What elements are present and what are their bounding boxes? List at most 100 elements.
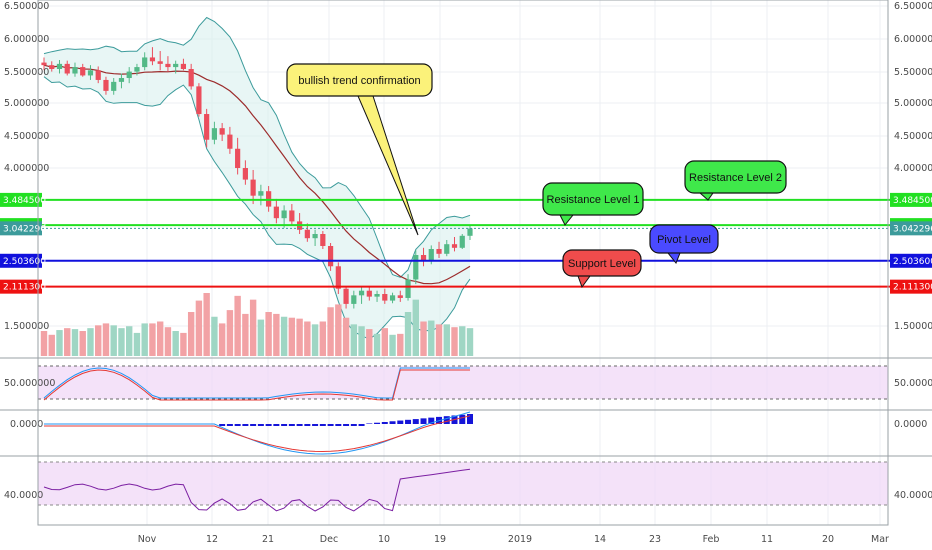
level-label-right-bg (890, 221, 932, 236)
candle-body (405, 279, 411, 298)
volume-bar (443, 324, 450, 356)
volume-bar (40, 331, 48, 356)
x-tick-label: 12 (206, 534, 218, 545)
y-tick-label-right: 6.500000 (894, 1, 932, 12)
macd-hist-bar (420, 418, 427, 424)
level-label-right: 2.503600 (893, 257, 932, 267)
macd-hist-bar (335, 424, 342, 426)
volume-bar (249, 299, 257, 356)
y-tick-label-right: 4.000000 (894, 163, 932, 174)
volume-bar (296, 318, 303, 356)
level-label-left-bg (0, 253, 42, 268)
x-tick-label: 10 (378, 534, 390, 545)
volume-bar (126, 326, 133, 356)
candlesticks (41, 47, 473, 309)
level-label-right: 3.484500 (893, 196, 932, 206)
level-label-left: 3.042296 (3, 224, 46, 234)
volume-bar (335, 304, 342, 356)
macd-hist-bar (281, 424, 288, 426)
volume-bar (397, 333, 404, 356)
candle-body (204, 114, 210, 140)
level-label-left-bg (0, 279, 42, 294)
callout-pointer (357, 95, 419, 236)
y-tick-label-left: 4.500000 (4, 131, 49, 142)
volume-bar (412, 299, 419, 356)
candle-body (343, 288, 349, 304)
volume-bar (226, 310, 234, 356)
x-tick-label: 2019 (508, 534, 532, 545)
y-tick-label-right: 1.500000 (894, 321, 932, 332)
volume-bar (71, 329, 79, 356)
rsi-line (43, 468, 471, 512)
macd-hist-bar (296, 424, 303, 426)
candle-body (196, 86, 202, 115)
candle-body (374, 294, 380, 297)
volume-bar (102, 323, 110, 356)
candle-body (444, 244, 450, 254)
macd-hist-bar (273, 424, 280, 426)
macd-hist-bar (397, 420, 404, 424)
y-tick-label-left: 4.000000 (4, 163, 49, 174)
volume-bar (389, 334, 396, 356)
candle-body (142, 57, 148, 68)
x-tick-label: Mar (871, 534, 889, 545)
macd-hist-bar (428, 417, 435, 424)
volume-bar (257, 319, 265, 356)
macd-hist-bar (250, 424, 257, 426)
volume-bar (265, 312, 272, 356)
volume-bar (64, 328, 71, 356)
candle-body (451, 244, 458, 248)
volume-bar (242, 313, 249, 356)
volume-bar (304, 321, 311, 356)
volume-bar (381, 328, 388, 356)
candle-body (459, 235, 465, 248)
candle-body (436, 249, 442, 254)
candle-body (250, 179, 256, 196)
volume-bar (110, 325, 117, 356)
volume-bar (342, 317, 350, 356)
macd-hist-bar (405, 419, 412, 424)
candle-body (327, 246, 334, 267)
y-tick-label-left: 6.000000 (4, 34, 49, 45)
volume-bar (420, 321, 427, 356)
macd-hist-bar (304, 424, 311, 426)
level-label-right-bg (890, 253, 932, 268)
macd-hist-bar (288, 424, 295, 426)
candle-body (188, 69, 194, 87)
macd-hist-bar (374, 422, 381, 424)
volume-bar (141, 323, 148, 356)
callout-box (649, 224, 719, 254)
macd-hist-bar (257, 424, 264, 426)
y-tick-label-left: 5.500000 (4, 67, 49, 78)
volume-bar (280, 316, 288, 356)
candle-body (312, 234, 318, 239)
volume-bar (79, 331, 86, 356)
candle-body (335, 266, 341, 289)
volume-bar (311, 324, 319, 356)
stoch-k-line (43, 367, 470, 399)
volume-bar (288, 317, 296, 356)
callout-box (562, 249, 642, 277)
volume-bar (95, 325, 102, 356)
candle-body (467, 228, 473, 236)
x-tick-label: Feb (703, 534, 720, 545)
candle-body (180, 63, 187, 70)
volume-bars (40, 293, 474, 356)
candle-body (56, 63, 63, 70)
candle-body (289, 210, 295, 222)
candle-body (227, 134, 233, 149)
macd-hist-bar (327, 424, 334, 426)
y-tick-label-left: 5.000000 (4, 98, 49, 109)
candle-body (134, 67, 140, 72)
candle-body (304, 229, 310, 239)
candle-body (64, 63, 70, 74)
stoch-d-line (43, 369, 470, 401)
candle-body (41, 62, 47, 66)
candle-body (211, 128, 217, 140)
macd-hist-bar (467, 414, 473, 424)
y-tick-label-right: 5.500000 (894, 67, 932, 78)
callout-text: Resistance Level 1 (547, 194, 640, 206)
candle-body (351, 295, 357, 304)
macd-hist-bar (242, 424, 249, 426)
